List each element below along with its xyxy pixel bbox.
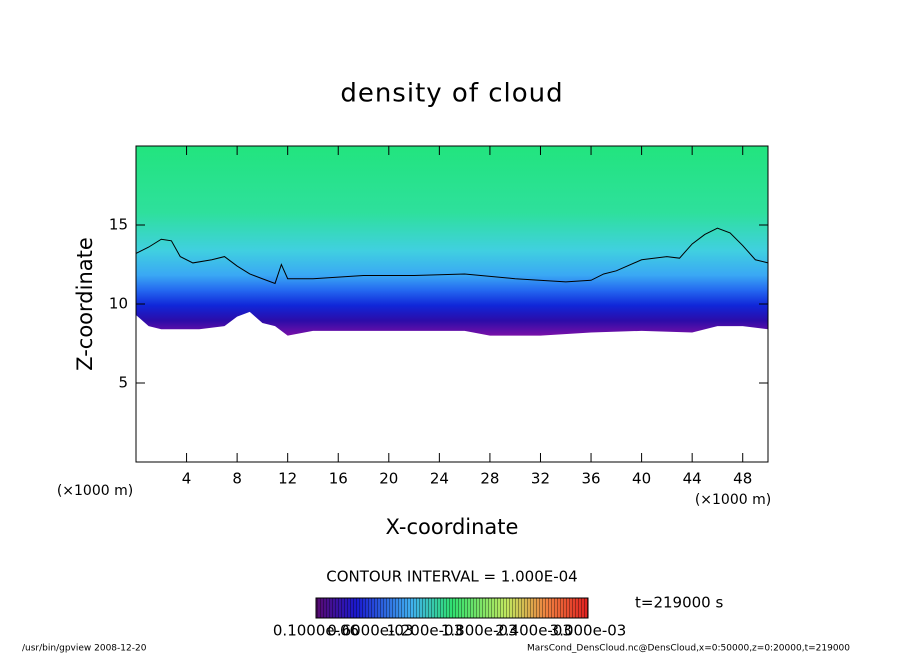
colorbar-label: 2.400e-03 bbox=[495, 622, 572, 640]
x-tick-label: 44 bbox=[683, 470, 702, 488]
y-tick-label: 15 bbox=[109, 216, 128, 234]
x-tick-label: 24 bbox=[430, 470, 449, 488]
colorbar-label: 3.000e-03 bbox=[550, 622, 627, 640]
colorbar-label: 0.6000e-03 bbox=[327, 622, 413, 640]
contour-line bbox=[135, 227, 769, 285]
x-tick-label: 12 bbox=[278, 470, 297, 488]
x-unit: (×1000 m) bbox=[695, 492, 771, 508]
y-unit: (×1000 m) bbox=[57, 483, 133, 499]
x-tick-label: 8 bbox=[232, 470, 242, 488]
footer-left: /usr/bin/gpview 2008-12-20 bbox=[22, 644, 147, 654]
y-axis-label: Z-coordinate bbox=[73, 237, 97, 371]
x-axis-label: X-coordinate bbox=[386, 515, 519, 539]
contour-interval: CONTOUR INTERVAL = 1.000E-04 bbox=[326, 568, 577, 586]
time-label: t=219000 s bbox=[635, 594, 723, 612]
x-tick-label: 28 bbox=[480, 470, 499, 488]
x-tick-label: 40 bbox=[632, 470, 651, 488]
cloud-field bbox=[136, 146, 768, 336]
x-tick-label: 20 bbox=[379, 470, 398, 488]
footer-right: MarsCond_DensCloud.nc@DensCloud,x=0:5000… bbox=[527, 644, 850, 654]
x-tick-label: 16 bbox=[329, 470, 348, 488]
plot-area bbox=[135, 146, 769, 336]
x-tick-label: 4 bbox=[182, 470, 192, 488]
y-tick-label: 5 bbox=[118, 374, 128, 392]
x-tick-label: 32 bbox=[531, 470, 550, 488]
colorbar-label: 1.200e-03 bbox=[386, 622, 463, 640]
colorbar-label: 0.1000e-06 bbox=[273, 622, 359, 640]
chart-title: density of cloud bbox=[340, 79, 563, 109]
x-tick-label: 36 bbox=[581, 470, 600, 488]
y-tick-label: 10 bbox=[109, 295, 128, 313]
x-tick-label: 48 bbox=[733, 470, 752, 488]
colorbar-label: 1.800e-03 bbox=[441, 622, 518, 640]
colorbar-stripes bbox=[315, 597, 589, 619]
